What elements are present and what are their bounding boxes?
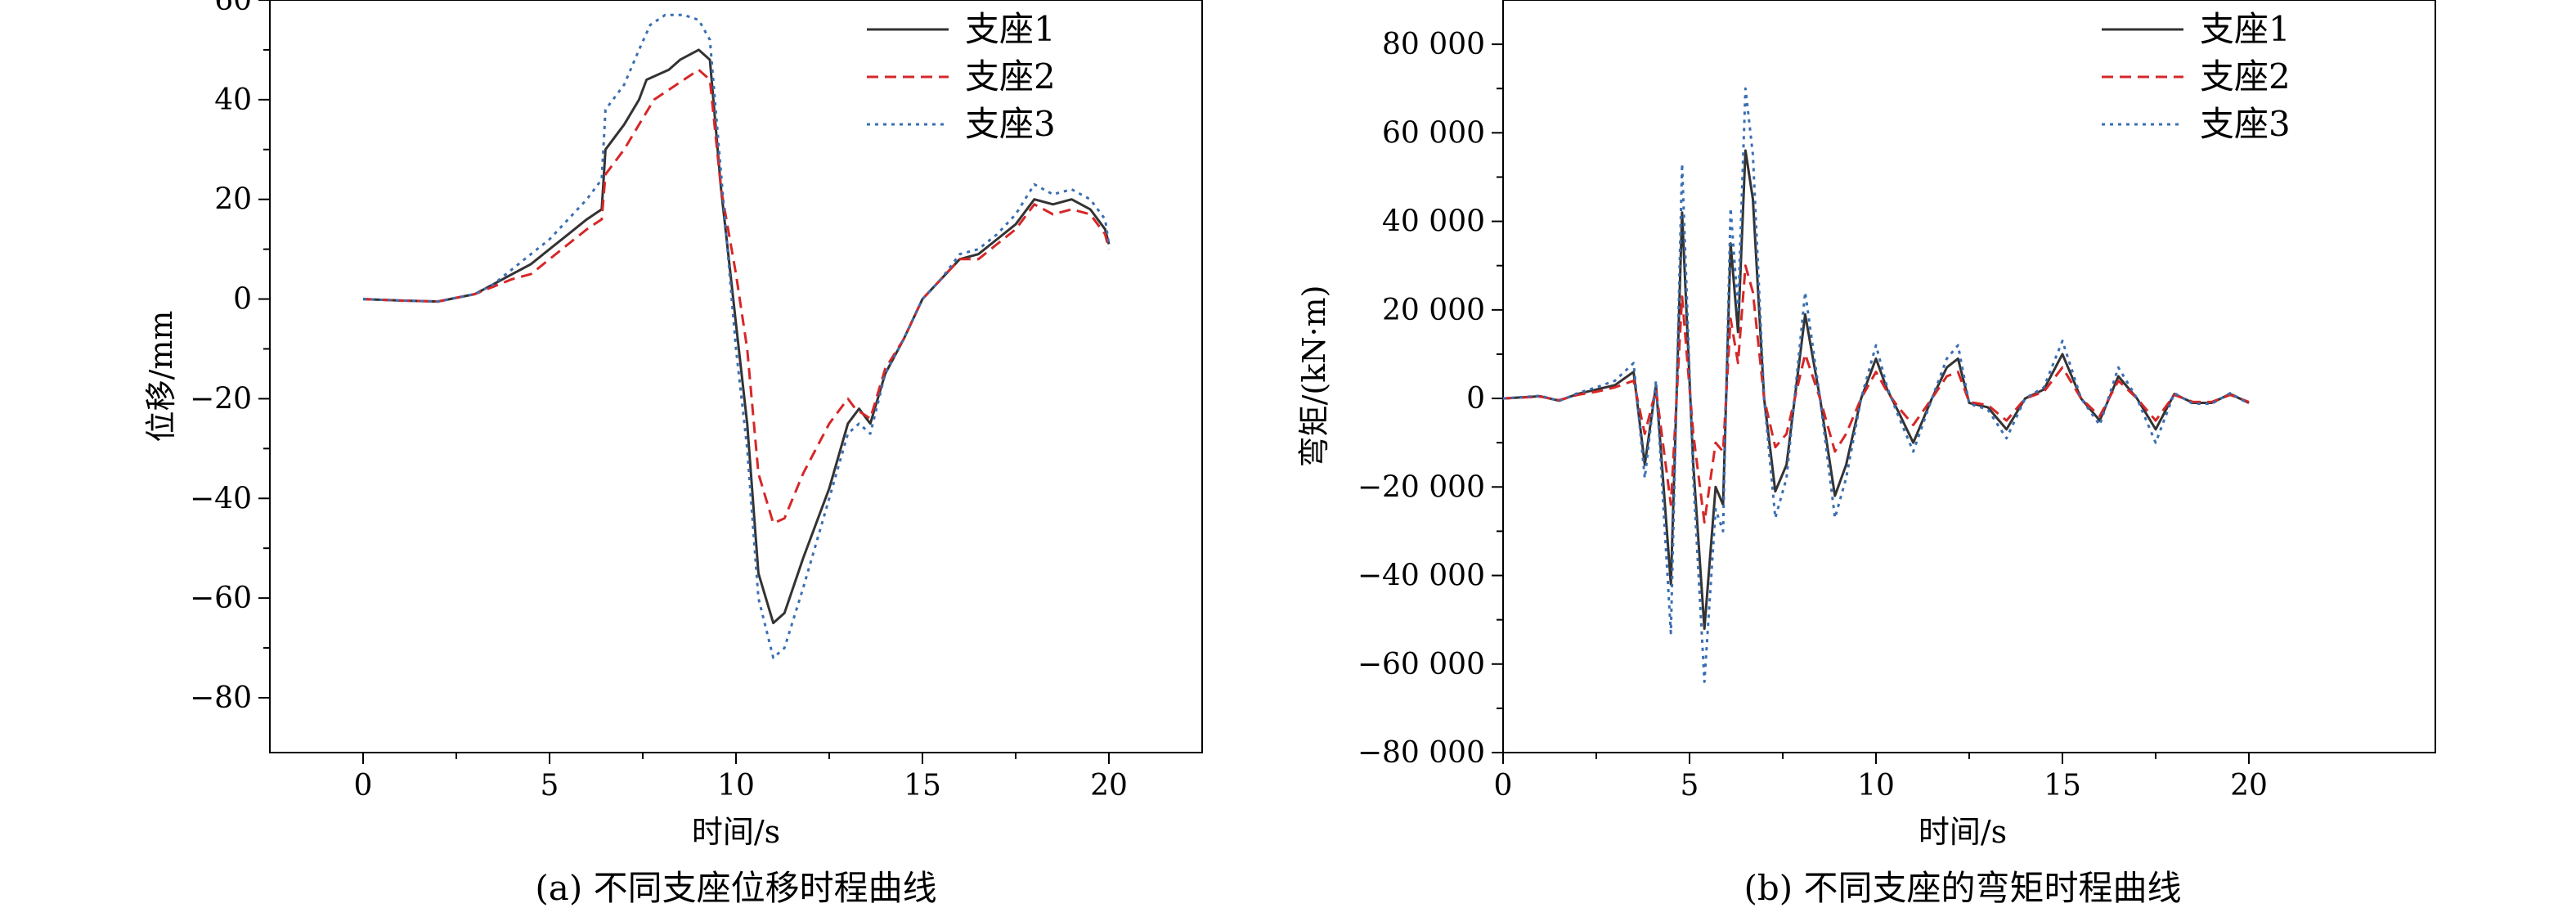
- series-line-1: [362, 48, 1111, 625]
- legend-label: 支座2: [2200, 56, 2291, 97]
- y-axis-ticks: −80 000 −60 000 −40 000 −20 000 0 20 000 40 00…: [1358, 28, 1503, 770]
- y-tick-label: 60 000: [1382, 116, 1485, 150]
- y-tick-label: 80 000: [1382, 28, 1485, 61]
- x-axis-ticks: 0 5 10 15 20: [1494, 753, 2268, 802]
- x-tick-label: 5: [1681, 769, 1699, 802]
- y-tick-label: 0: [233, 283, 252, 317]
- y-tick-label: −20 000: [1358, 470, 1485, 504]
- y-tick-label: −40 000: [1358, 560, 1485, 593]
- series-line-2: [1502, 264, 2250, 524]
- plot-frame: [1502, 0, 2436, 753]
- x-axis-label: 时间/s: [692, 814, 780, 850]
- legend-label: 支座1: [2200, 9, 2291, 49]
- y-tick-label: −60: [190, 582, 252, 615]
- y-tick-label: 20: [214, 183, 252, 217]
- x-axis-label: 时间/s: [1919, 814, 2007, 850]
- x-tick-label: 10: [1857, 769, 1895, 802]
- x-tick-label: 20: [2230, 769, 2268, 802]
- x-tick-label: 0: [1494, 769, 1513, 802]
- x-tick-label: 0: [354, 769, 373, 802]
- y-axis-ticks: −80 −60 −40 −20 0 20 40 60: [190, 0, 270, 715]
- y-axis-label: 弯矩/(kN·m): [1296, 285, 1332, 468]
- chart-panel-a: −80 −60 −40 −20 0 20 40 60 0 5 10 15 20 支座1 支座2 支座3 位…: [143, 0, 1203, 908]
- y-tick-label: −40: [190, 482, 252, 515]
- y-tick-label: −20: [190, 382, 252, 416]
- series-line-3: [1502, 87, 2250, 683]
- y-tick-label: 60: [214, 0, 252, 17]
- chart-caption: (b) 不同支座的弯矩时程曲线: [1744, 868, 2181, 908]
- y-tick-label: −60 000: [1358, 648, 1485, 681]
- legend-label: 支座1: [965, 9, 1056, 49]
- x-tick-label: 15: [2044, 769, 2081, 802]
- legend-label: 支座3: [965, 104, 1056, 144]
- y-tick-label: 0: [1466, 382, 1485, 416]
- legend-label: 支座3: [2200, 104, 2291, 144]
- chart-panel-b: −80 000 −60 000 −40 000 −20 000 0 20 000 40 00…: [1296, 0, 2436, 908]
- series-line-2: [362, 68, 1111, 525]
- y-tick-label: −80 000: [1358, 736, 1485, 770]
- x-tick-label: 15: [904, 769, 941, 802]
- plot-frame: [269, 0, 1203, 753]
- legend: 支座1 支座2 支座3: [2102, 9, 2291, 144]
- series-line-1: [1502, 149, 2250, 630]
- x-axis-ticks: 0 5 10 15 20: [354, 753, 1128, 802]
- series-lines: [1502, 87, 2250, 683]
- series-lines: [362, 13, 1111, 659]
- y-tick-label: −80: [190, 681, 252, 715]
- chart-caption: (a) 不同支座位移时程曲线: [535, 868, 936, 908]
- x-tick-label: 5: [541, 769, 559, 802]
- legend-label: 支座2: [965, 56, 1056, 97]
- y-tick-label: 20 000: [1382, 294, 1485, 327]
- legend: 支座1 支座2 支座3: [867, 9, 1056, 144]
- y-tick-label: 40: [214, 83, 252, 117]
- y-axis-label: 位移/mm: [143, 311, 179, 443]
- x-tick-label: 20: [1090, 769, 1128, 802]
- x-tick-label: 10: [717, 769, 755, 802]
- y-tick-label: 40 000: [1382, 205, 1485, 239]
